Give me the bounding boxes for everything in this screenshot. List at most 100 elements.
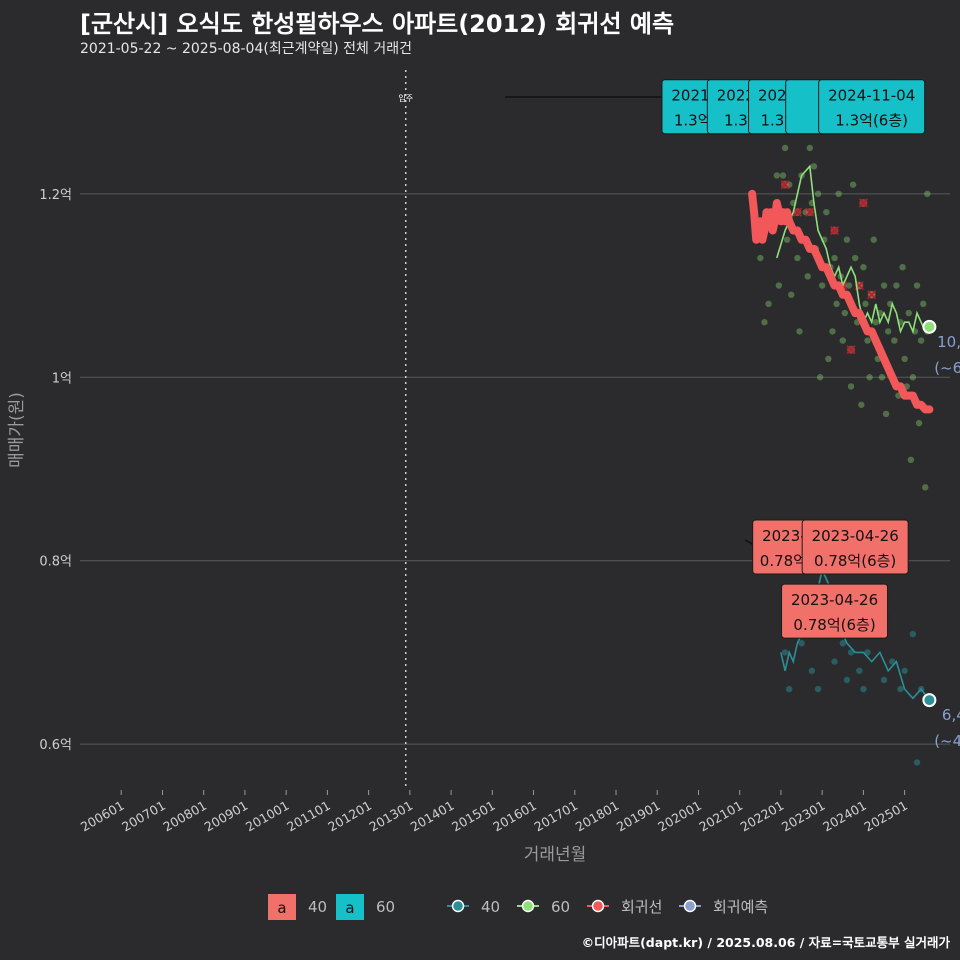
scatter-point-60 [810, 163, 818, 170]
scatter-point-60 [814, 190, 822, 198]
scatter-point-40 [847, 649, 855, 656]
scatter-point-60 [761, 319, 768, 326]
scatter-point-60 [823, 208, 830, 216]
scatter-point-60 [893, 282, 900, 289]
regression-mark-x [829, 225, 840, 236]
scatter-point-40 [880, 676, 888, 684]
x-tick-label: 201901 [614, 798, 663, 835]
scatter-point-60 [825, 355, 832, 363]
scatter-point-60 [870, 236, 877, 243]
scatter-point-60 [919, 300, 927, 308]
scatter-point-40 [843, 676, 851, 684]
x-tick-label: 201801 [573, 798, 622, 835]
legend-line-marker [591, 899, 605, 913]
scatter-point-40 [785, 685, 793, 693]
x-tick-label: 201701 [531, 798, 580, 835]
last-value-label: 10,548 [937, 333, 960, 351]
scatter-point-60 [909, 374, 917, 381]
scatter-point-60 [901, 355, 908, 363]
scatter-point-60 [796, 328, 803, 335]
scatter-point-60 [880, 282, 888, 289]
label-40-price: 0.78억(6층) [793, 616, 875, 634]
scatter-point-60 [757, 254, 764, 262]
x-tick-label: 201201 [325, 798, 374, 835]
regression-mark-x [792, 207, 803, 217]
scatter-point-60 [851, 254, 859, 262]
move-in-label: 입주 [398, 94, 413, 103]
scatter-point-40 [913, 759, 921, 766]
scatter-point-60 [788, 291, 795, 298]
label-40-date: 2023-04-26 [812, 527, 899, 545]
y-tick-label: 0.6억 [39, 738, 72, 753]
scatter-point-60 [781, 144, 789, 152]
scatter-point-60 [917, 337, 925, 344]
label-40-date: 2023-04-26 [791, 591, 878, 609]
scatter-point-40 [897, 685, 904, 693]
scatter-point-40 [860, 685, 867, 693]
label-40-price: 0.78억(6층) [814, 552, 896, 570]
x-tick-label: 201401 [408, 798, 457, 835]
scatter-point-40 [798, 640, 805, 647]
label-60-box [818, 79, 926, 135]
scatter-point-60 [899, 263, 906, 271]
scatter-point-60 [841, 309, 849, 317]
scatter-point-60 [891, 337, 898, 344]
legend-fill-glyph: a [345, 899, 354, 917]
scatter-point-60 [845, 282, 853, 289]
scatter-point-60 [831, 254, 838, 262]
scatter-point-60 [773, 172, 781, 179]
scatter-point-60 [866, 374, 873, 381]
scatter-point-60 [818, 282, 826, 289]
x-tick-label: 202101 [696, 798, 745, 835]
scatter-point-40 [781, 649, 789, 656]
x-tick-label: 201101 [284, 798, 333, 835]
scatter-point-60 [905, 309, 912, 317]
x-tick-label: 202501 [861, 798, 910, 835]
scatter-point-60 [882, 410, 890, 418]
label-40-box [801, 519, 909, 575]
scatter-point-60 [839, 337, 846, 344]
scatter-point-60 [835, 190, 842, 198]
scatter-point-60 [843, 236, 851, 243]
legend-line-label: 40 [481, 898, 500, 916]
regression-mark-x [805, 207, 815, 217]
scatter-point-40 [808, 667, 816, 674]
y-tick-label: 1억 [52, 371, 72, 386]
scatter-point-60 [878, 374, 886, 381]
label-60-price: 1.3억(6층) [835, 112, 908, 130]
regression-mark-x [780, 180, 790, 190]
legend-line-label: 60 [551, 898, 570, 916]
regression-mark-x [867, 290, 877, 300]
legend-fill-label: 60 [376, 898, 395, 916]
regression-line [748, 189, 934, 414]
scatter-point-60 [913, 282, 921, 289]
x-tick-label: 201301 [367, 798, 416, 835]
scatter-point-60 [816, 374, 824, 381]
scatter-point-60 [864, 337, 871, 344]
scatter-point-60 [922, 484, 929, 491]
scatter-point-60 [872, 319, 879, 326]
label-60-date: 2024-11-04 [828, 87, 915, 105]
regression-mark-x [858, 198, 868, 208]
last-value-marker [922, 693, 937, 708]
scatter-point-60 [804, 273, 811, 280]
x-tick-label: 201501 [449, 798, 498, 835]
last-value-area: (~60㎡) [934, 359, 960, 377]
chart-title: [군산시] 오식도 한성필하우스 아파트(2012) 회귀선 예측 [80, 10, 675, 38]
scatter-point-40 [889, 658, 896, 665]
last-value-area: (~40㎡) [934, 732, 960, 750]
x-tick-label: 202301 [779, 798, 828, 835]
scatter-point-60 [829, 328, 836, 335]
scatter-point-60 [833, 300, 840, 308]
x-tick-label: 200601 [78, 798, 127, 835]
scatter-point-60 [775, 282, 783, 289]
chart-subtitle: 2021-05-22 ~ 2025-08-04(최근계약일) 전체 거래건 [80, 41, 412, 57]
regression-mark-x [846, 345, 856, 355]
x-tick-label: 202201 [738, 798, 787, 835]
scatter-point-60 [849, 181, 857, 188]
scatter-point-60 [907, 456, 915, 464]
legend-line-label: 회귀선 [621, 898, 662, 916]
last-value-label: 6,480 [942, 706, 960, 724]
last-value-marker [922, 319, 937, 334]
